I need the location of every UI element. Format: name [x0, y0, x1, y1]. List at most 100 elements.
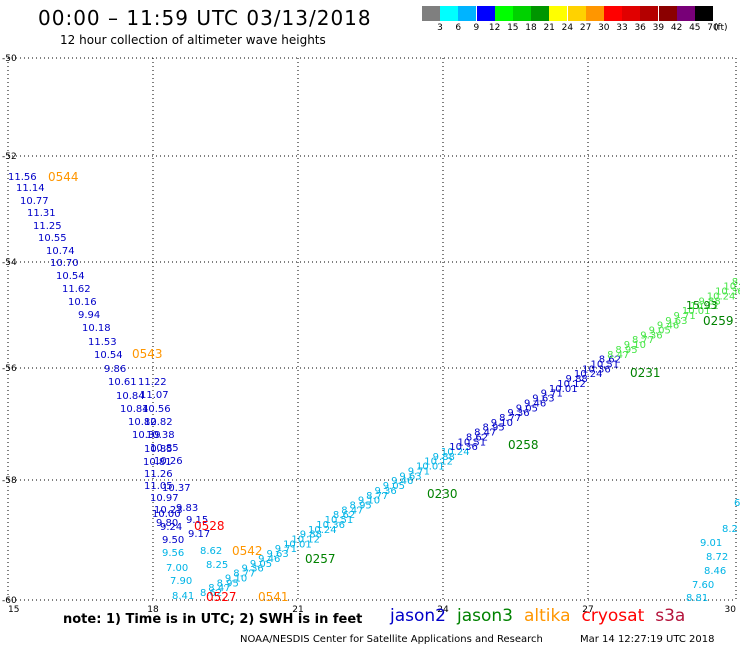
rising-track-swh-label: 8.77 — [499, 413, 521, 424]
rising-track-swh-label: 10.36 — [715, 287, 740, 298]
rising-track-swh-label: 9.10 — [624, 340, 646, 351]
track-b-swh-label: 10.37 — [162, 483, 191, 494]
rising-track-swh-label: 9.10 — [358, 496, 380, 507]
track-b-swh-label: 9.17 — [188, 529, 210, 540]
rising-track-swh-label: 9.71 — [408, 466, 430, 477]
rising-track-swh-label: 9.36 — [242, 564, 264, 575]
legend-swatch — [494, 6, 513, 21]
track-b-swh-label: 10.82 — [144, 417, 173, 428]
right-track-swh-label: 9.01 — [700, 538, 722, 549]
rising-track-swh-label: 10.24 — [308, 525, 337, 536]
latitude-tick-label: -54 — [2, 258, 17, 268]
credit-line: NOAA/NESDIS Center for Satellite Applica… — [240, 634, 543, 645]
legend-swatch — [476, 6, 495, 21]
rising-track-swh-label: 9.46 — [657, 321, 679, 332]
rising-track-swh-label: 9.05 — [383, 481, 405, 492]
swh-value-label: 15.93 — [686, 299, 718, 312]
pass-time-label: 0528 — [194, 519, 225, 533]
legend-label: 33 — [616, 23, 628, 33]
track-a-swh-label: 9.56 — [162, 548, 184, 559]
track-a-swh-label: 10.61 — [108, 377, 137, 388]
legend-label: 6 — [455, 23, 462, 33]
legend-label: 70 — [707, 23, 719, 33]
legend-unit: (ft) — [714, 23, 728, 33]
legend-label: 42 — [670, 23, 683, 33]
rising-track-swh-label: 9.63 — [532, 394, 554, 405]
rising-track-swh-label: 8.47 — [341, 505, 363, 516]
legend-swatch — [549, 6, 568, 21]
track-a-swh-label: 10.54 — [94, 350, 123, 361]
track-b-swh-label: 9.15 — [186, 515, 208, 526]
legend-swatch — [604, 6, 622, 21]
latitude-tick-label: -52 — [2, 152, 17, 162]
rising-track-swh-label: 9.46 — [258, 554, 280, 565]
axis-tick-labels: 15 18 21 24 27 30 -50 -52 -54 -56 -58 -60 — [2, 54, 736, 615]
rising-track-swh-label: 9.63 — [399, 471, 421, 482]
legend-swatch — [513, 6, 531, 21]
pass-time-label: 0541 — [258, 590, 289, 604]
rising-track-swh-label: 9.36 — [374, 486, 396, 497]
track-a-swh-label: 10.23 — [154, 505, 183, 516]
track-b-swh-label: 10.26 — [154, 456, 183, 467]
pass-time-label: 0543 — [132, 347, 163, 361]
right-track-partial-label: 8.2 — [722, 524, 738, 535]
rising-track-swh-label: 8.77 — [632, 335, 654, 346]
generated-timestamp: Mar 14 12:27:19 UTC 2018 — [580, 634, 715, 645]
map-title: 00:00 – 11:59 UTC 03/13/2018 — [38, 6, 372, 30]
legend-swatch — [440, 6, 459, 21]
longitude-tick-label: 27 — [582, 605, 593, 615]
rising-track-swh-label: 8.95 — [615, 345, 637, 356]
satellite-legend-item: altika — [524, 606, 571, 626]
pass-time-label: 0257 — [305, 552, 336, 566]
track-a-swh-label: 10.82 — [128, 417, 157, 428]
rising-track-swh-label: 8.47 — [607, 350, 629, 361]
legend-label: 30 — [598, 23, 610, 33]
track-a-swh-label: 11.53 — [88, 337, 117, 348]
rising-track-swh-label: 9.10 — [225, 573, 247, 584]
rising-track-swh-label: 8.62 — [599, 355, 621, 366]
track-a-swh-label: 11.26 — [144, 469, 173, 480]
legend-label: 45 — [689, 23, 701, 33]
rising-track-swh-label: 9.10 — [491, 418, 513, 429]
legend-label: 15 — [507, 23, 519, 33]
track-a-swh-label: 11.56 — [8, 172, 37, 183]
track-a-swh-label: 9.50 — [162, 535, 184, 546]
rising-track-swh-label: 8.95 — [217, 578, 239, 589]
longitude-tick-label: 18 — [147, 605, 159, 615]
track-a-swh-label: 9.80 — [156, 518, 178, 529]
track-a-swh-label: 9.86 — [104, 364, 126, 375]
track-a-swh-label: 11.62 — [62, 284, 91, 295]
track-b-swh-label: 11.22 — [138, 377, 167, 388]
rising-track-swh-label: 9.71 — [541, 389, 563, 400]
rising-track-swh-label: 10.36 — [449, 442, 478, 453]
right-track-swh-label: 8.72 — [706, 552, 728, 563]
rising-track-swh-label: 10.01 — [549, 384, 578, 395]
track-a-swh-label: 10.74 — [46, 246, 75, 257]
rising-track-swh-label: 8.77 — [366, 491, 388, 502]
track-a-swh-label: 11.05 — [144, 481, 173, 492]
rising-track-swh-label: 10.01 — [283, 539, 312, 550]
legend-label: 12 — [488, 23, 501, 33]
rising-track-swh-label: 8.62 — [466, 432, 488, 443]
track-a-swh-label: 11.25 — [33, 221, 62, 232]
map-subtitle: 12 hour collection of altimeter wave hei… — [60, 33, 326, 47]
rising-track-swh-label: 10.01 — [682, 306, 711, 317]
track-a-swh-label: 10.55 — [38, 233, 67, 244]
latitude-tick-label: -60 — [2, 596, 17, 606]
track-a-swh-label: 7.90 — [170, 576, 192, 587]
legend-label: 18 — [525, 23, 537, 33]
rising-track-swh-label: 8.95 — [482, 423, 504, 434]
track-b-swh-label: 10.85 — [150, 443, 179, 454]
rising-track-swh-label: 8.95 — [350, 500, 372, 511]
rising-track-swh-label: 9.63 — [665, 316, 687, 327]
legend-label: 21 — [543, 23, 555, 33]
track-a-swh-label: 10.18 — [82, 323, 111, 334]
satellite-legend-item: s3a — [655, 606, 686, 626]
legend-swatch — [458, 6, 477, 21]
legend-label: 9 — [473, 23, 480, 33]
legend-swatch — [585, 6, 604, 21]
rising-track-swh-label: 10.51 — [590, 360, 619, 371]
rising-track-swh-label: 8.47 — [208, 583, 230, 594]
rising-track-swh-label: 9.05 — [649, 325, 671, 336]
satellite-legend-item: jason3 — [457, 606, 513, 626]
